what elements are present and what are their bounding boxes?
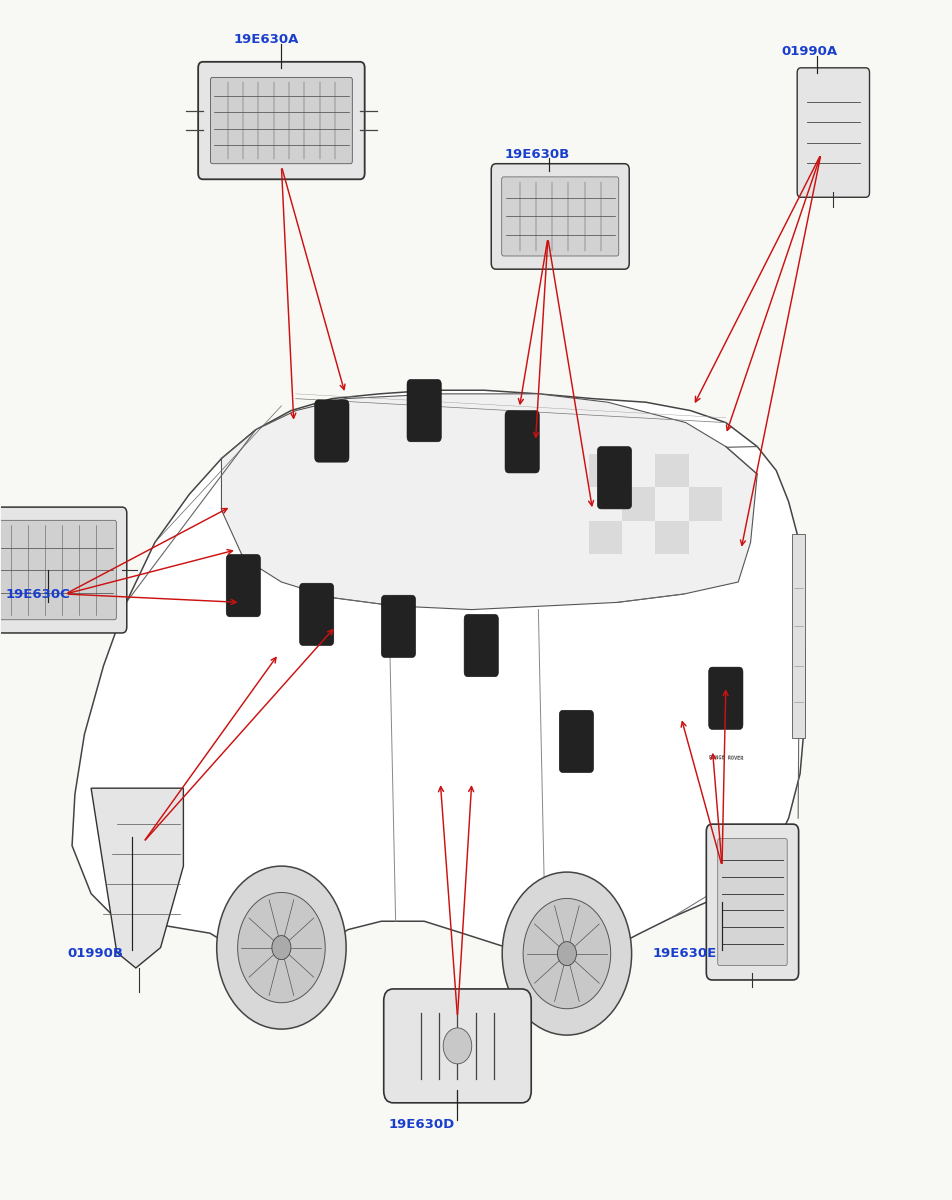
Circle shape: [502, 872, 631, 1036]
FancyBboxPatch shape: [0, 521, 116, 619]
FancyBboxPatch shape: [588, 454, 622, 487]
FancyBboxPatch shape: [705, 824, 798, 980]
Circle shape: [237, 893, 325, 1003]
FancyBboxPatch shape: [210, 78, 352, 163]
Text: 01990A: 01990A: [781, 44, 836, 58]
Polygon shape: [72, 390, 803, 958]
Polygon shape: [221, 394, 757, 610]
FancyBboxPatch shape: [381, 595, 415, 658]
FancyBboxPatch shape: [655, 454, 688, 487]
Text: 19E630E: 19E630E: [652, 947, 716, 960]
FancyBboxPatch shape: [226, 554, 260, 617]
Text: RANGE ROVER: RANGE ROVER: [708, 755, 743, 761]
FancyBboxPatch shape: [501, 176, 618, 256]
Circle shape: [216, 866, 346, 1030]
FancyBboxPatch shape: [505, 410, 539, 473]
FancyBboxPatch shape: [299, 583, 333, 646]
Text: 19E630C: 19E630C: [6, 588, 70, 600]
FancyBboxPatch shape: [490, 163, 628, 269]
FancyBboxPatch shape: [708, 667, 743, 730]
Circle shape: [557, 942, 576, 966]
Circle shape: [271, 936, 290, 960]
FancyBboxPatch shape: [622, 487, 655, 521]
Text: 19E630A: 19E630A: [233, 32, 299, 46]
Circle shape: [523, 899, 610, 1009]
FancyBboxPatch shape: [384, 989, 530, 1103]
FancyBboxPatch shape: [597, 446, 631, 509]
Circle shape: [443, 1028, 471, 1064]
FancyBboxPatch shape: [198, 62, 365, 179]
FancyBboxPatch shape: [559, 710, 593, 773]
Text: 19E630D: 19E630D: [388, 1118, 455, 1132]
FancyBboxPatch shape: [588, 521, 622, 554]
FancyBboxPatch shape: [464, 614, 498, 677]
Text: parts: parts: [432, 638, 520, 670]
Polygon shape: [91, 788, 183, 968]
FancyBboxPatch shape: [407, 379, 441, 442]
FancyBboxPatch shape: [655, 521, 688, 554]
FancyBboxPatch shape: [797, 68, 868, 197]
FancyBboxPatch shape: [0, 508, 127, 632]
Text: 19E630B: 19E630B: [505, 148, 569, 161]
FancyBboxPatch shape: [688, 487, 722, 521]
FancyBboxPatch shape: [717, 839, 786, 966]
FancyBboxPatch shape: [314, 400, 348, 462]
Text: odderia: odderia: [332, 556, 620, 644]
Text: 01990B: 01990B: [68, 947, 123, 960]
Polygon shape: [792, 534, 803, 738]
